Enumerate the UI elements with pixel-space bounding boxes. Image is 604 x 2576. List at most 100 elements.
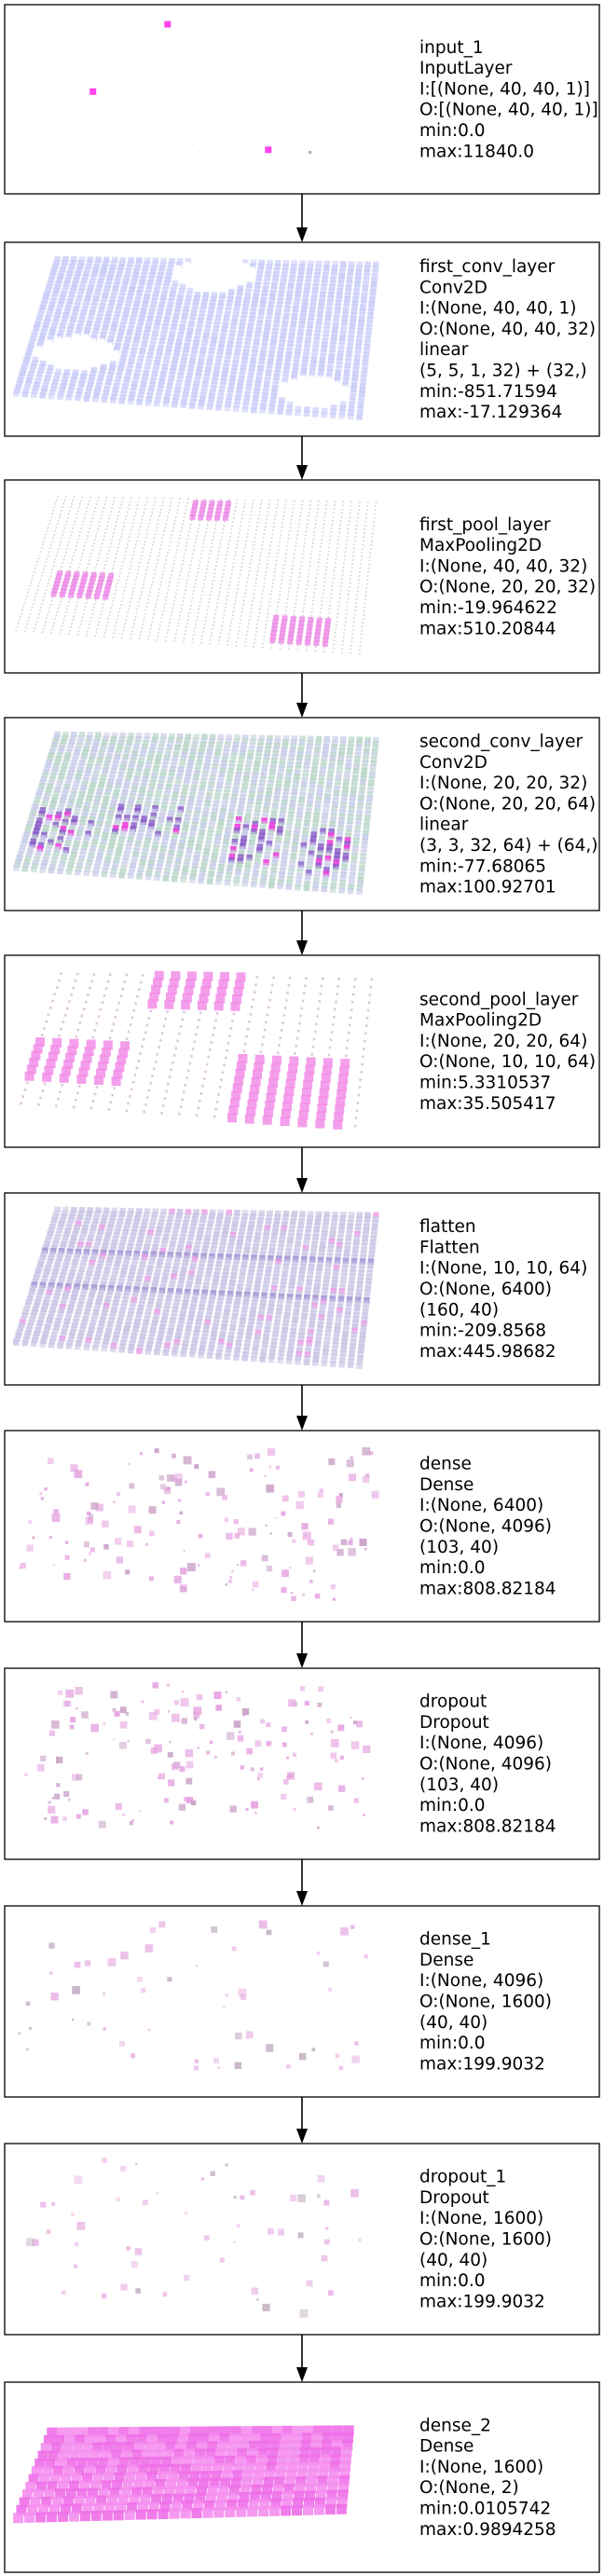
activation-cell	[212, 807, 218, 815]
activation-cell	[35, 849, 42, 856]
activation-cell	[283, 564, 285, 566]
activation-cell	[130, 384, 137, 391]
activation-cell	[44, 849, 51, 856]
activation-cell	[261, 544, 264, 546]
activation-cell	[283, 841, 290, 848]
activation-cell	[80, 815, 87, 823]
activation-cell	[340, 868, 348, 874]
activation-cell	[336, 362, 343, 368]
activation-cell	[220, 628, 223, 631]
activation-cell	[162, 360, 170, 367]
activation-cell	[49, 575, 51, 578]
activation-cell	[229, 330, 236, 336]
activation-cell	[235, 820, 241, 827]
activation-cell	[150, 374, 158, 381]
activation-cell	[89, 623, 90, 626]
activation-cell	[231, 315, 239, 322]
activation-cell	[226, 547, 229, 549]
activation-cell	[364, 598, 366, 600]
activation-cell	[157, 349, 163, 355]
activation-cell	[277, 605, 279, 608]
activation-cell	[43, 825, 49, 831]
activation-cell	[154, 569, 157, 571]
activation-cell	[139, 634, 142, 637]
activation-cell	[290, 267, 296, 274]
activation-cell	[158, 816, 165, 823]
activation-cell	[350, 311, 357, 319]
activation-cell	[311, 603, 314, 606]
activation-cell	[145, 319, 153, 325]
activation-cell	[144, 801, 151, 808]
activation-cell	[195, 623, 197, 625]
activation-cell	[340, 397, 347, 404]
activation-cell	[76, 972, 79, 976]
activation-cell	[154, 360, 160, 366]
activation-cell	[34, 824, 41, 831]
activation-cell	[281, 267, 288, 274]
activation-cell	[342, 308, 350, 314]
activation-cell	[29, 814, 35, 820]
activation-cell	[285, 606, 288, 608]
activation-cell	[190, 524, 192, 526]
activation-cell	[62, 372, 70, 379]
activation-cell	[33, 1044, 43, 1054]
activation-cell	[358, 394, 364, 401]
activation-cell	[151, 512, 153, 514]
activation-cell	[66, 358, 74, 365]
activation-cell	[45, 817, 51, 825]
activation-cell	[236, 640, 238, 643]
activation-cell	[148, 635, 150, 637]
activation-cell	[189, 829, 197, 835]
activation-cell	[288, 534, 290, 536]
activation-cell	[30, 582, 33, 583]
activation-cell	[193, 733, 199, 740]
activation-cell	[231, 789, 239, 797]
activation-cell	[212, 583, 213, 585]
activation-cell	[305, 399, 311, 405]
activation-cell	[298, 580, 300, 582]
activation-cell	[168, 809, 175, 816]
activation-cell	[121, 532, 123, 535]
activation-cell	[330, 596, 332, 599]
activation-cell	[222, 752, 229, 760]
activation-cell	[361, 293, 368, 299]
activation-cell	[352, 771, 359, 778]
activation-cell	[121, 350, 128, 357]
activation-cell	[301, 302, 308, 309]
activation-cell	[129, 865, 136, 872]
activation-cell	[51, 322, 58, 329]
activation-cell	[35, 318, 42, 324]
activation-cell	[202, 627, 205, 629]
activation-cell	[282, 791, 289, 799]
activation-cell	[28, 588, 30, 591]
activation-cell	[68, 291, 76, 298]
activation-cell	[289, 627, 295, 634]
activation-cell	[162, 498, 165, 500]
activation-cell	[220, 808, 226, 815]
activation-cell	[80, 620, 83, 622]
activation-cell	[94, 507, 97, 509]
activation-cell	[96, 500, 99, 502]
activation-cell	[222, 528, 225, 530]
activation-cell	[80, 756, 87, 762]
activation-cell	[345, 763, 351, 770]
activation-cell	[261, 396, 268, 403]
activation-cell	[58, 358, 64, 364]
activation-cell	[174, 306, 181, 312]
activation-cell	[145, 359, 152, 365]
activation-cell	[242, 510, 244, 513]
activation-cell	[348, 740, 354, 747]
activation-cell	[69, 538, 71, 540]
activation-cell	[234, 603, 236, 605]
activation-cell	[104, 788, 112, 795]
activation-cell	[226, 868, 233, 875]
activation-cell	[216, 871, 224, 878]
activation-cell	[56, 305, 63, 311]
activation-cell	[22, 605, 25, 608]
activation-cell	[218, 860, 226, 867]
activation-cell	[186, 843, 194, 850]
activation-cell	[130, 826, 136, 832]
activation-cell	[135, 508, 138, 510]
activation-cell	[54, 255, 62, 263]
activation-cell	[117, 368, 123, 376]
